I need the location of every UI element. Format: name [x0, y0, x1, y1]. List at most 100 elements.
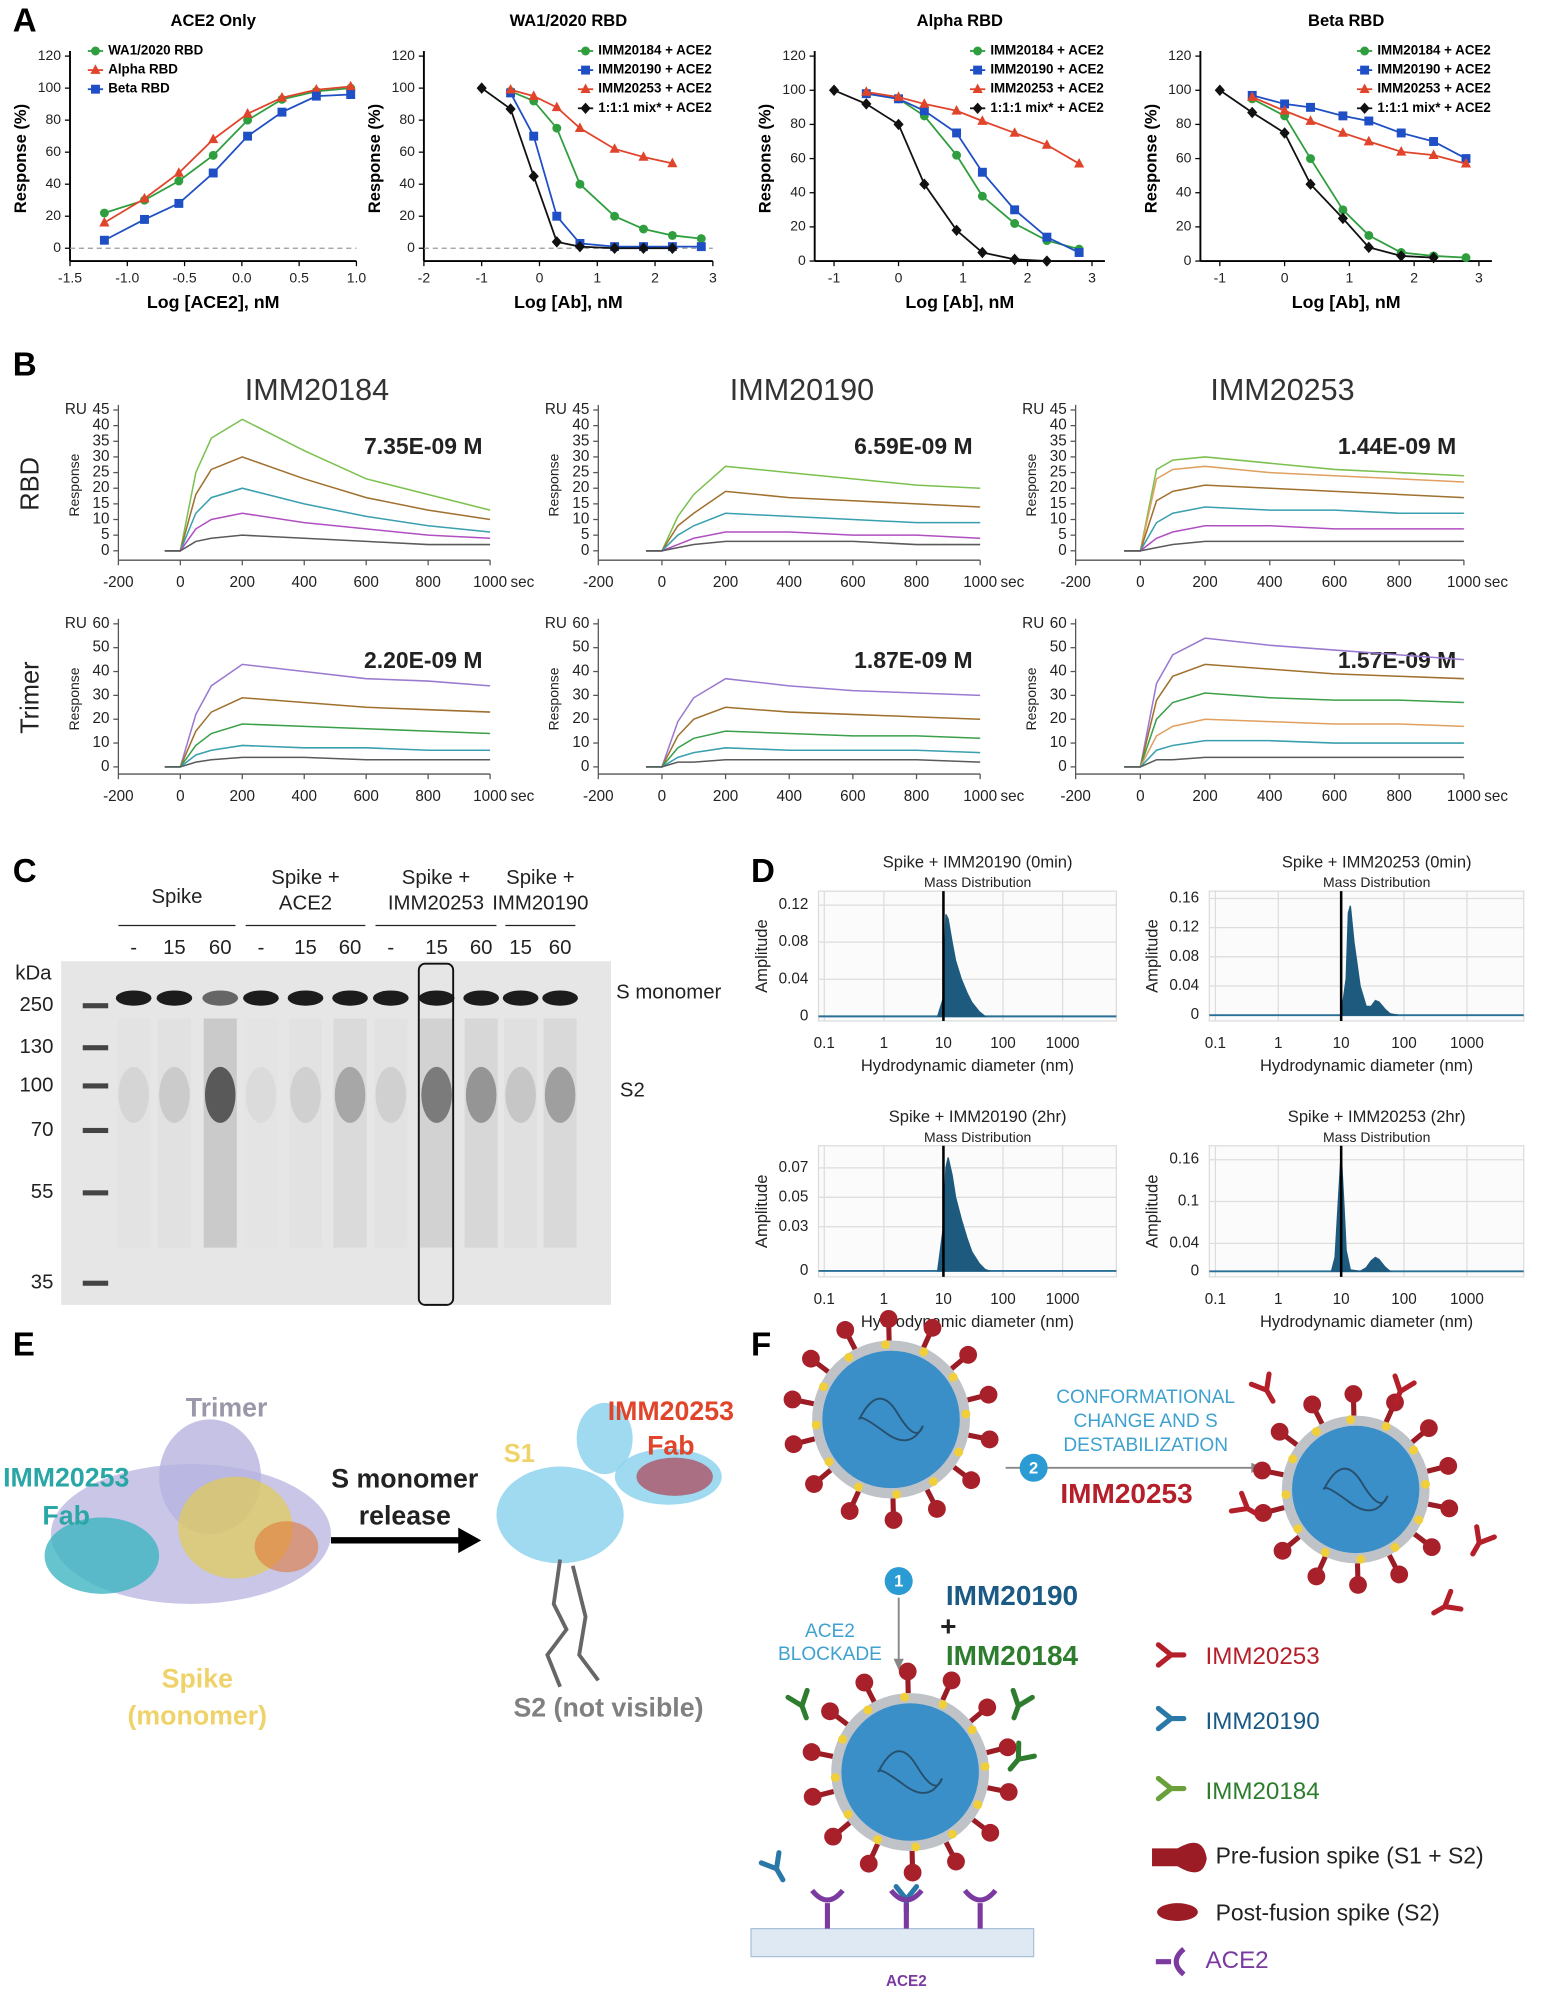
smear-s2 [245, 1066, 277, 1123]
series-line [164, 744, 491, 768]
genome [858, 1397, 924, 1442]
spike-head [903, 1863, 922, 1882]
membrane-protein [1346, 1415, 1355, 1425]
band-label: S2 [620, 1079, 645, 1101]
marker [952, 128, 962, 138]
series-line [510, 90, 702, 240]
marker [346, 90, 356, 99]
x-tick-label: 1000 [1450, 1035, 1484, 1052]
x-tick-label: 0 [176, 574, 185, 591]
spike-head [802, 1743, 821, 1761]
marker [174, 198, 184, 208]
spike-head [998, 1738, 1017, 1757]
marker [529, 131, 539, 141]
x-axis-label: Log [ACE2], nM [147, 292, 280, 312]
smear [420, 1018, 454, 1248]
lane-label: 60 [549, 937, 572, 959]
legend-marker [973, 46, 983, 56]
y-tick-label: 0.05 [779, 1188, 809, 1205]
legend-label: IMM20253 + ACE2 [1377, 81, 1490, 96]
marker [893, 91, 904, 101]
y-tick-label: 50 [92, 639, 109, 656]
legend-marker [973, 65, 983, 75]
legend-postfusion [1157, 1903, 1198, 1921]
membrane-protein [1293, 1524, 1303, 1534]
marker [696, 242, 706, 252]
series-line [164, 487, 491, 552]
y-tick-label: 10 [572, 511, 589, 528]
marker [1460, 157, 1472, 168]
y-tick-label: 0 [798, 252, 806, 268]
core [1292, 1425, 1420, 1554]
legend-marker [1359, 102, 1370, 115]
smear-s2 [204, 1066, 236, 1123]
spike-head [783, 1390, 802, 1409]
x-tick-label: 600 [1322, 788, 1347, 805]
band [332, 990, 368, 1006]
marker [174, 176, 184, 186]
membrane-protein [1390, 1542, 1400, 1552]
y-tick-label: 30 [1050, 686, 1067, 703]
band [502, 990, 539, 1006]
x-tick-label: -200 [583, 788, 614, 805]
smear-s2 [375, 1066, 407, 1123]
spike-head [821, 1702, 839, 1721]
x-tick-label: 200 [230, 788, 255, 805]
x-tick-label: 800 [415, 788, 440, 805]
antibody [1155, 1642, 1187, 1668]
chart-title: IMM20190 [730, 373, 874, 407]
y-tick-label: 40 [572, 663, 589, 680]
x-tick-label: -200 [1060, 788, 1091, 805]
band [418, 990, 455, 1006]
chart-subtitle: Mass Distribution [1323, 874, 1430, 890]
membrane-label: ACE2 [886, 1973, 927, 1990]
membrane-protein [892, 1489, 902, 1499]
x-tick-label: 100 [990, 1035, 1015, 1052]
highlight-box [417, 962, 455, 1306]
x-tick-label: -1.0 [115, 270, 139, 286]
spike-head [923, 1318, 942, 1337]
antibody-name: IMM20190 [946, 1580, 1078, 1611]
y-unit: RU [545, 615, 567, 632]
x-tick-label: 600 [353, 574, 378, 591]
x-tick-label: 0 [1281, 270, 1289, 286]
marker [667, 230, 677, 240]
legend-label: IMM20184 + ACE2 [1377, 43, 1490, 58]
x-tick-label: 1000 [1450, 1291, 1484, 1308]
marker-label: 130 [19, 1036, 53, 1058]
y-tick-label: 0.12 [779, 896, 809, 913]
y-tick-label: 40 [1176, 183, 1192, 199]
marker [528, 90, 539, 100]
membrane-protein [938, 1699, 948, 1709]
x-tick-label: 200 [713, 574, 738, 591]
y-tick-label: 0.08 [1169, 948, 1199, 965]
y-tick-label: 45 [572, 401, 589, 418]
legend-label: 1:1:1 mix* + ACE2 [1377, 100, 1490, 115]
marker [1305, 178, 1316, 190]
smear-s2 [544, 1066, 576, 1123]
x-tick-label: 100 [1391, 1291, 1416, 1308]
y-tick-label: 40 [399, 175, 415, 191]
spike-head [802, 1349, 820, 1368]
marker [1247, 91, 1258, 101]
y-tick-label: 50 [1050, 639, 1067, 656]
series-line [866, 91, 1080, 165]
x-tick-label: 0 [176, 788, 185, 805]
x-tick-label: -200 [103, 788, 134, 805]
x-tick-label: 800 [415, 574, 440, 591]
band [372, 990, 409, 1006]
antibody [758, 1850, 786, 1883]
marker [1338, 111, 1348, 121]
marker [1363, 135, 1374, 146]
x-tick-label: 400 [776, 574, 801, 591]
y-tick-label: 60 [1176, 149, 1192, 165]
y-tick-label: 25 [1050, 464, 1067, 481]
spike-head [824, 1827, 843, 1846]
legend-label: Post-fusion spike (S2) [1216, 1900, 1440, 1926]
spike-head [1303, 1395, 1322, 1414]
antibody-name: IMM20184 [946, 1640, 1079, 1671]
band [463, 990, 499, 1006]
smear-s2 [421, 1066, 452, 1123]
x-tick-label: 1 [959, 270, 967, 286]
series-line [164, 418, 491, 552]
